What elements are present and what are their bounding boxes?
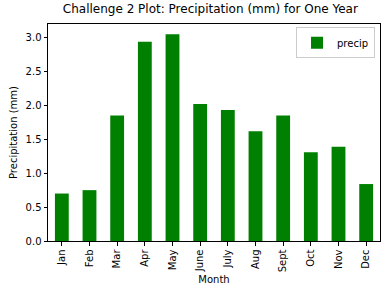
svg-text:2.5: 2.5 <box>26 66 42 77</box>
svg-text:Aug: Aug <box>250 250 261 270</box>
svg-text:Challenge 2 Plot: Precipitatio: Challenge 2 Plot: Precipitation (mm) for… <box>63 2 358 16</box>
svg-text:Mar: Mar <box>111 249 122 269</box>
svg-text:3.0: 3.0 <box>26 32 42 43</box>
svg-text:0.0: 0.0 <box>26 236 42 247</box>
svg-text:July: July <box>222 249 233 268</box>
svg-text:Oct: Oct <box>305 249 316 266</box>
svg-text:0.5: 0.5 <box>26 202 42 213</box>
svg-text:Sept: Sept <box>277 249 288 272</box>
svg-text:Dec: Dec <box>360 250 371 269</box>
svg-text:Month: Month <box>198 274 229 285</box>
svg-text:Feb: Feb <box>84 250 95 268</box>
svg-text:Apr: Apr <box>139 249 150 267</box>
svg-text:June: June <box>194 250 205 273</box>
svg-text:2.0: 2.0 <box>26 100 42 111</box>
svg-text:1.5: 1.5 <box>26 134 42 145</box>
svg-text:May: May <box>167 249 178 270</box>
svg-text:Jan: Jan <box>56 250 67 266</box>
svg-text:1.0: 1.0 <box>26 168 42 179</box>
svg-text:Precipitation (mm): Precipitation (mm) <box>8 86 19 179</box>
svg-text:precip: precip <box>337 38 368 49</box>
svg-text:Nov: Nov <box>333 249 344 269</box>
